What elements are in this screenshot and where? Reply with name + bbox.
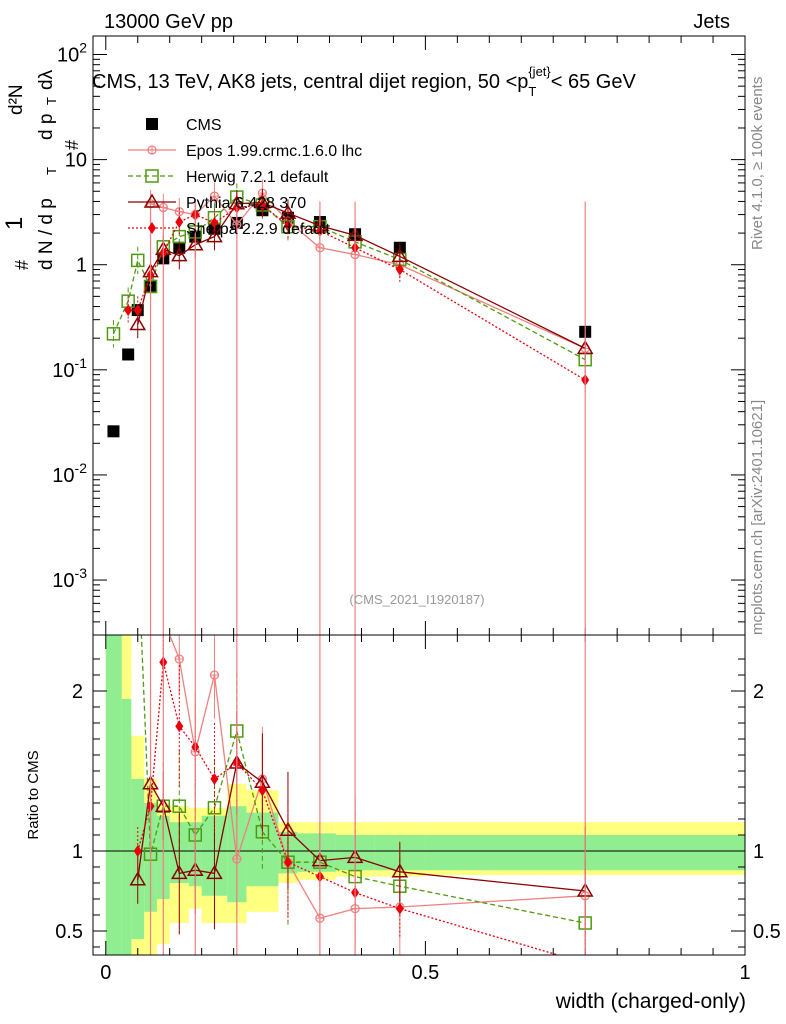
band-stat-green <box>121 699 132 955</box>
tick-exp: -1 <box>75 355 88 371</box>
ratio-y-tick-label-right: 1 <box>753 841 764 863</box>
tick-base: 10 <box>52 465 74 487</box>
x-tick-label: 1 <box>739 962 750 984</box>
band-stat-green <box>105 635 122 955</box>
ratio-point <box>210 773 219 785</box>
x-tick-label: 0 <box>100 962 111 984</box>
tick-exp: -3 <box>75 565 88 581</box>
data-point <box>170 247 188 262</box>
ratio-point <box>283 856 292 869</box>
legend-label: Pythia 6.428 370 <box>186 195 306 212</box>
series-pythia <box>129 188 594 363</box>
legend-marker <box>143 193 161 208</box>
main-y-tick-label: 10-1 <box>52 355 87 382</box>
ratio-point <box>258 784 267 797</box>
ratio-point <box>206 864 223 880</box>
side-rivet-label: Rivet 4.1.0, ≥ 100k events <box>749 77 766 250</box>
ratio-point <box>395 902 404 915</box>
ratio-point <box>175 720 184 733</box>
main-y-tick-label: 1 <box>76 255 87 277</box>
series-line <box>128 204 586 381</box>
main-y-tick-label: 10-2 <box>52 460 87 487</box>
data-point <box>124 304 133 317</box>
y-label-hash2: # <box>62 140 82 150</box>
header-energy: 13000 GeV pp <box>104 11 233 33</box>
x-axis-label: width (charged-only) <box>555 990 746 1013</box>
data-point <box>210 216 219 229</box>
ratio-point <box>279 821 297 836</box>
tick-base: 10 <box>57 45 79 67</box>
y-label-d2n: d²N <box>6 84 27 115</box>
ratio-y-tick-label-right: 2 <box>753 681 764 703</box>
main-title-sub: T <box>528 84 536 99</box>
main-title-tail: < 65 GeV <box>551 71 637 93</box>
main-title-sup: {jet} <box>528 64 551 79</box>
tick-exp: -2 <box>75 460 88 476</box>
ratio-point <box>172 799 187 813</box>
data-point <box>122 348 135 361</box>
ratio-line <box>140 635 586 924</box>
legend: CMS Epos 1.99.crmc.1.6.0 lhc Herwig 7.2.1 … <box>128 117 362 238</box>
ratio-y-tick-label: 1 <box>72 841 83 863</box>
ratio-point <box>132 541 144 553</box>
ratio-point <box>391 863 409 878</box>
ratio-point <box>129 871 147 886</box>
main-title: CMS, 13 TeV, AK8 jets, central dijet reg… <box>92 64 636 99</box>
y-label-dpt: d p <box>36 114 57 140</box>
y-label-dlambda: dλ <box>36 69 57 90</box>
ratio-y-tick-label: 2 <box>72 681 83 703</box>
y-label-frac1: 1 <box>1 217 28 230</box>
legend-label: Sherpa 2.2.9 default <box>186 221 331 238</box>
legend-marker <box>145 169 159 183</box>
legend-marker <box>148 222 156 234</box>
main-y-label: # 1 d N / d p T # d²N d p T dλ <box>1 69 82 270</box>
data-point <box>133 304 142 317</box>
ratio-panel: 0 0.5 10.5 0.51 12 2 <box>55 493 781 984</box>
ratio-point <box>207 801 222 815</box>
legend-label: Epos 1.99.crmc.1.6.0 lhc <box>186 143 362 160</box>
tick-base: 10 <box>52 570 74 592</box>
ratio-point <box>133 845 142 857</box>
series-line <box>150 192 586 349</box>
data-point <box>175 215 184 228</box>
main-y-tick-label: 102 <box>57 40 87 67</box>
series-line <box>112 196 586 361</box>
main-y-tick-label: 10 <box>65 150 87 172</box>
ratio-point <box>170 864 188 880</box>
ratio-y-label: Ratio to CMS <box>25 750 42 839</box>
data-point <box>129 316 147 331</box>
y-label-dn: d N / d p <box>36 198 57 270</box>
data-point <box>107 425 120 438</box>
ratio-y-tick-label: 0.5 <box>55 921 83 943</box>
ratio-line <box>169 635 586 919</box>
y-label-sub-t2: T <box>44 97 59 105</box>
data-point <box>279 204 297 219</box>
main-title-text: CMS, 13 TeV, AK8 jets, central dijet reg… <box>92 71 528 93</box>
data-point <box>130 253 145 268</box>
legend-marker <box>146 118 158 130</box>
main-y-tick-label: 10-3 <box>52 565 87 592</box>
tick-exp: 2 <box>79 40 87 56</box>
tick-base: 10 <box>52 360 74 382</box>
data-point <box>206 228 223 243</box>
header-jets: Jets <box>693 11 730 33</box>
side-mcplots-label: mcplots.cern.ch [arXiv:2401.10621] <box>749 400 766 635</box>
series-cms <box>107 204 592 438</box>
ratio-point <box>122 493 134 505</box>
data-point <box>283 219 292 232</box>
watermark: (CMS_2021_I1920187) <box>349 592 484 607</box>
ratio-y-tick-label-right: 0.5 <box>753 921 781 943</box>
data-point <box>395 263 404 276</box>
y-label-frac1-num: # <box>12 260 32 270</box>
x-tick-label: 0.5 <box>411 962 439 984</box>
ratio-point <box>581 957 589 969</box>
data-point <box>258 198 267 211</box>
ratio-frame-top <box>92 634 746 956</box>
legend-label: CMS <box>186 117 222 134</box>
y-label-sub-t: T <box>44 167 59 175</box>
data-point <box>106 327 121 341</box>
legend-label: Herwig 7.2.1 default <box>186 169 329 186</box>
